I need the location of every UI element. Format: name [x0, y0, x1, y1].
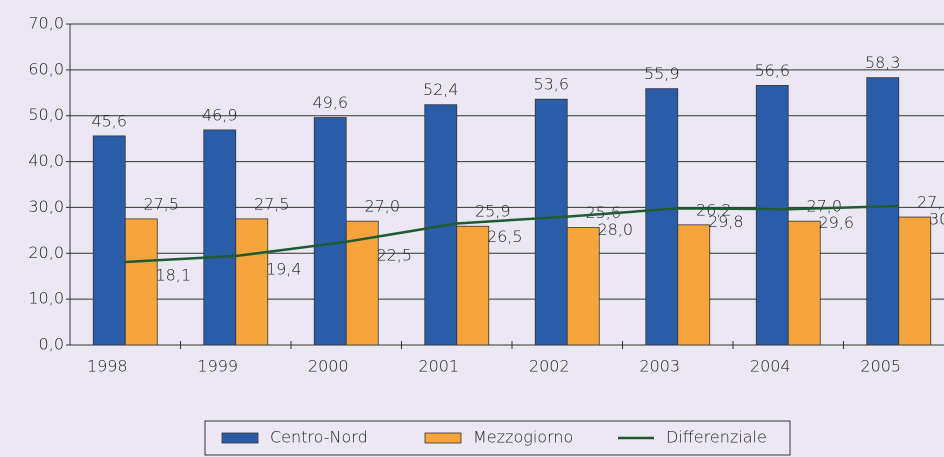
- bar: [124, 218, 158, 346]
- data-label: 58,3: [865, 53, 901, 72]
- bar: [866, 77, 900, 346]
- bar: [645, 88, 679, 346]
- data-label: 22,5: [376, 245, 412, 264]
- x-tick-label: 2002: [529, 357, 570, 376]
- legend-label: Differenziale: [666, 428, 767, 447]
- legend-swatch: [221, 432, 259, 444]
- legend: Centro-Nord Mezzogiorno Differenziale: [204, 420, 791, 456]
- data-label: 53,6: [533, 75, 569, 94]
- y-tick-label: 50,0: [28, 105, 64, 124]
- data-label: 45,6: [91, 111, 127, 130]
- data-label: 28,0: [597, 220, 633, 239]
- data-label: 25,6: [585, 203, 621, 222]
- data-label: 27,0: [806, 197, 842, 216]
- data-label: 30,3: [929, 210, 944, 229]
- x-tick-label: 1999: [197, 357, 238, 376]
- legend-label: Centro-Nord: [270, 428, 368, 447]
- data-label: 27,5: [143, 194, 179, 213]
- data-label: 25,9: [475, 202, 511, 221]
- x-tick-label: 1998: [87, 357, 128, 376]
- data-label: 52,4: [423, 80, 459, 99]
- data-label: 49,6: [312, 93, 348, 112]
- data-label: 29,6: [818, 213, 854, 232]
- data-label: 19,4: [266, 260, 302, 279]
- x-tick-label: 2000: [308, 357, 349, 376]
- x-tick-label: 2004: [750, 357, 791, 376]
- bar: [92, 135, 126, 346]
- data-label: 55,9: [644, 64, 680, 83]
- data-label: 27,9: [917, 193, 944, 212]
- legend-box: [204, 420, 791, 456]
- data-label: 27,0: [364, 197, 400, 216]
- y-tick-label: 60,0: [28, 59, 64, 78]
- data-label: 26,5: [487, 227, 523, 246]
- bar: [677, 224, 711, 346]
- bar: [898, 216, 932, 346]
- y-tick-label: 70,0: [28, 14, 64, 33]
- data-label: 18,1: [155, 265, 191, 284]
- y-tick-label: 0,0: [39, 335, 64, 354]
- bar: [313, 117, 347, 346]
- bar: [787, 220, 821, 346]
- bar: [456, 225, 490, 346]
- data-label: 56,6: [754, 61, 790, 80]
- bar: [235, 218, 269, 346]
- bar: [203, 129, 237, 346]
- legend-swatch: [424, 432, 462, 444]
- y-tick-label: 20,0: [28, 243, 64, 262]
- data-label: 29,8: [708, 212, 744, 231]
- bar: [534, 98, 568, 346]
- bar: [755, 85, 789, 346]
- y-tick-label: 10,0: [28, 289, 64, 308]
- legend-label: Mezzogiorno: [473, 428, 573, 447]
- data-label: 27,5: [254, 194, 290, 213]
- x-tick-label: 2003: [639, 357, 680, 376]
- data-label: 46,9: [202, 105, 238, 124]
- x-tick-label: 2005: [860, 357, 901, 376]
- line: [125, 204, 899, 264]
- bar: [566, 227, 600, 346]
- y-tick-label: 40,0: [28, 151, 64, 170]
- x-tick-label: 2001: [418, 357, 459, 376]
- y-tick-label: 30,0: [28, 197, 64, 216]
